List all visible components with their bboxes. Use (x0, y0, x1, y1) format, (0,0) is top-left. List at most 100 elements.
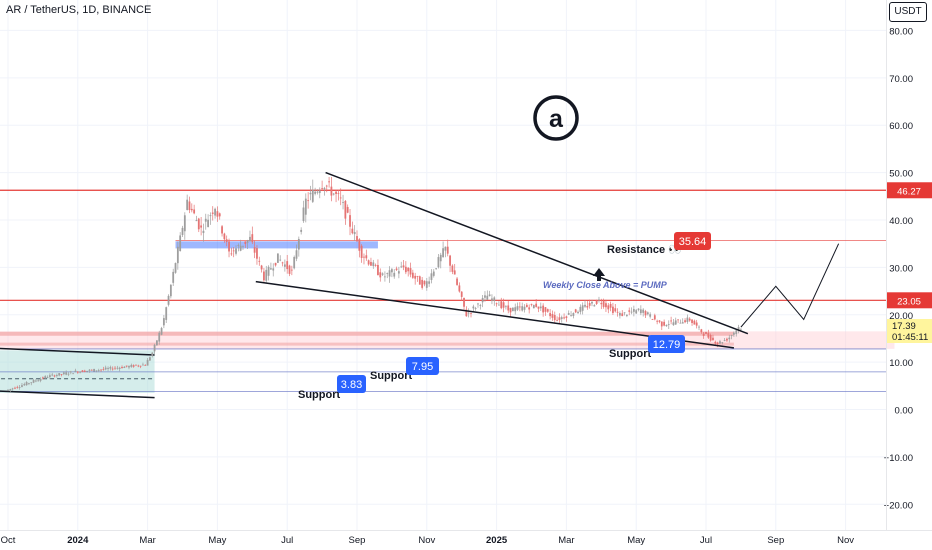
candle-body (123, 366, 126, 368)
candle-body (111, 368, 114, 370)
candle-body (544, 307, 547, 312)
candle-body (142, 364, 144, 366)
candle-body (263, 271, 265, 281)
x-tick-label: Sep (349, 535, 366, 546)
candle-body (649, 314, 652, 317)
candle-body (712, 337, 714, 340)
candle-body (400, 266, 403, 268)
candle-body (97, 369, 100, 371)
candle-body (505, 306, 507, 308)
candle-body (572, 313, 575, 316)
candle-body (567, 313, 570, 315)
candle-body (242, 245, 244, 247)
candle-body (48, 375, 51, 378)
candle-body (674, 320, 677, 325)
x-tick-label: Nov (837, 535, 854, 546)
candle-body (425, 281, 428, 288)
candle-body (700, 329, 703, 333)
candle-body (100, 369, 102, 371)
candle-body (79, 371, 82, 373)
candle-body (53, 375, 56, 377)
candle-body (244, 241, 247, 244)
x-tick-label: May (627, 535, 645, 546)
candle-body (635, 310, 638, 314)
candle-body (409, 268, 412, 275)
candle-body (9, 388, 12, 390)
candle-body (591, 302, 593, 304)
candle-body (646, 312, 649, 315)
symbol-title: AR / TetherUS, 1D, BINANCE (6, 4, 152, 16)
candle-body (156, 340, 158, 346)
candle-body (86, 370, 89, 372)
candle-body (349, 215, 351, 227)
time-axis-separator (0, 530, 932, 531)
candle-body (546, 309, 549, 312)
candle-body (716, 342, 719, 345)
support-label: Support (298, 389, 340, 401)
candle-body (332, 193, 335, 195)
candle-body (679, 322, 682, 324)
candle-body (139, 365, 142, 367)
candle-body (379, 272, 382, 278)
candle-body (556, 319, 558, 321)
candle-body (116, 367, 119, 369)
y-tick-label: 0.00 (895, 406, 914, 417)
candle-body (593, 305, 596, 307)
candle-body (88, 369, 91, 371)
candle-body (484, 295, 486, 298)
candle-body (719, 341, 721, 344)
projection-path (740, 243, 840, 328)
candle-body (644, 311, 647, 316)
candle-body (90, 369, 93, 371)
candle-body (563, 317, 565, 319)
candle-body (135, 364, 137, 366)
candle-body (639, 309, 642, 314)
support-label: Support (370, 370, 412, 382)
candle-body (397, 271, 400, 274)
candle-body (323, 187, 326, 190)
candle-body (698, 326, 700, 328)
candle-body (428, 281, 431, 284)
current-price-tag (887, 319, 932, 343)
candle-body (532, 305, 535, 309)
candle-body (511, 307, 514, 312)
resistance-zone (175, 241, 378, 249)
candle-body (239, 245, 242, 251)
axis-level-tag (887, 182, 932, 199)
candle-body (302, 207, 305, 222)
candle-body (691, 319, 693, 323)
candle-body (577, 311, 579, 314)
candle-body (600, 302, 603, 305)
candle-body (549, 313, 552, 317)
candle-body (621, 313, 624, 317)
candle-body (51, 374, 54, 376)
candle-body (93, 368, 95, 372)
candle-body (293, 257, 296, 269)
x-tick-label: Oct (1, 535, 16, 546)
candle-body (165, 307, 168, 320)
candle-body (72, 373, 75, 375)
candle-body (602, 301, 605, 307)
candle-body (356, 236, 358, 242)
candle-body (214, 208, 216, 216)
candle-body (677, 319, 679, 321)
x-tick-label: Mar (558, 535, 574, 546)
candle-body (158, 332, 161, 342)
candle-body (346, 206, 349, 213)
candle-body (69, 371, 72, 373)
candle-body (467, 312, 470, 314)
candle-body (595, 300, 598, 304)
currency-button[interactable]: USDT (889, 2, 927, 22)
candle-body (149, 357, 151, 361)
candle-body (125, 365, 128, 367)
candle-body (735, 330, 738, 335)
candle-body (297, 238, 300, 250)
level-tag-text: 35.64 (679, 236, 707, 248)
level-tag (337, 375, 366, 393)
candle-body (521, 306, 524, 311)
candle-body (616, 311, 619, 313)
candle-body (570, 315, 572, 316)
candle-body (695, 322, 698, 326)
candle-body (270, 268, 272, 270)
